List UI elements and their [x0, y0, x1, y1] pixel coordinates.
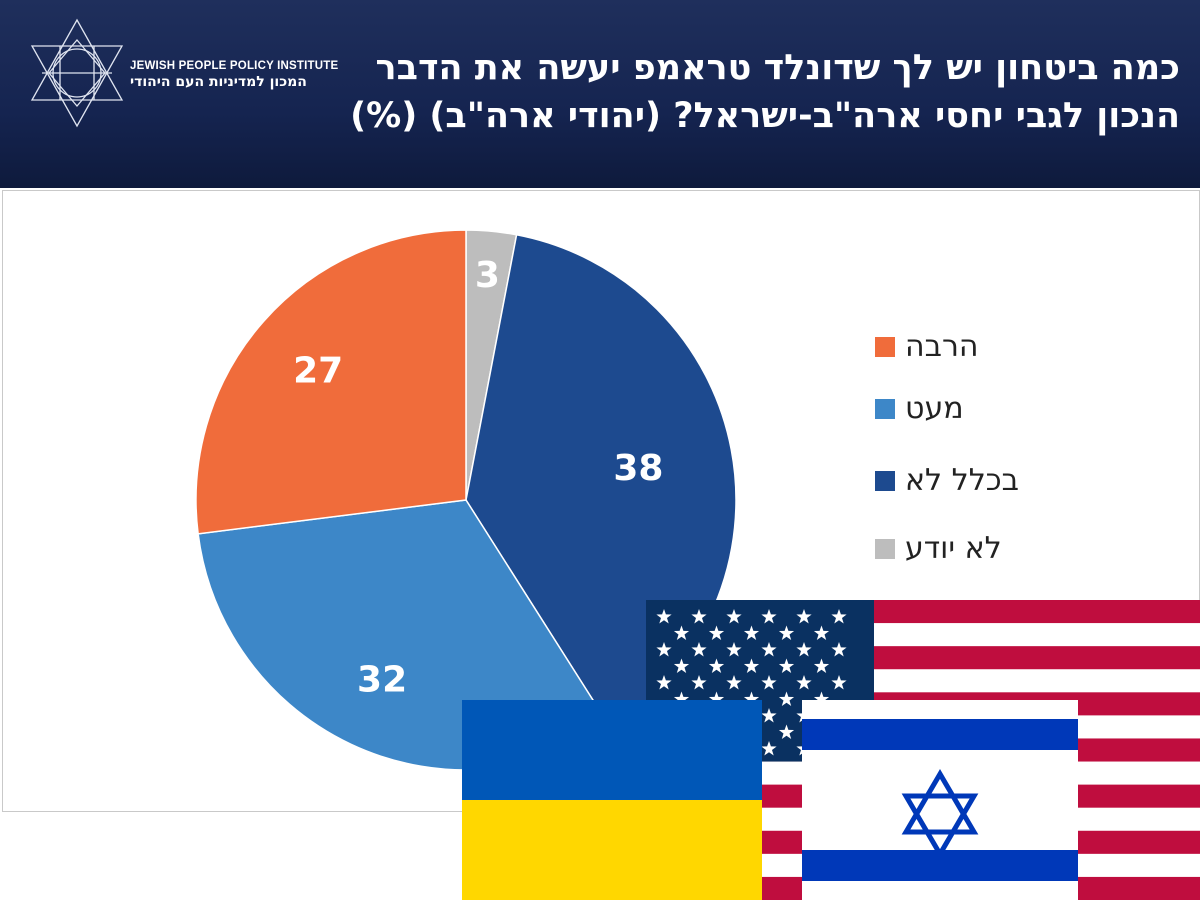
legend-item: הרבה: [875, 329, 978, 364]
pie-slice-3: [195, 229, 467, 535]
legend-swatch: [875, 398, 895, 419]
israel-flag: [802, 700, 1078, 900]
logo-english-text: JEWISH PEOPLE POLICY INSTITUTE: [130, 60, 339, 72]
ukraine-flag: [462, 700, 762, 900]
header: JEWISH PEOPLE POLICY INSTITUTE המכון למד…: [0, 0, 1200, 188]
legend-label: מעט: [905, 391, 964, 426]
legend-label: בכלל לא: [905, 463, 1019, 498]
jppi-star-logo-icon: [30, 18, 124, 128]
legend-label: הרבה: [905, 329, 979, 364]
data-label-0: 3: [475, 255, 500, 296]
legend-swatch: [875, 538, 895, 559]
legend-item: מעט: [875, 391, 964, 426]
legend-item: לא יודע: [875, 531, 1002, 566]
data-label-2: 32: [357, 659, 407, 700]
title-line-1: כמה ביטחון יש לך שדונלד טראמפ יעשה את הד…: [375, 48, 1180, 88]
legend-swatch: [875, 336, 895, 357]
star-of-david-icon: [901, 769, 979, 859]
data-label-1: 38: [613, 448, 663, 489]
logo-hebrew-text: המכון למדיניות העם היהודי: [130, 74, 307, 90]
legend-swatch: [875, 470, 895, 491]
legend-label: לא יודע: [905, 531, 1002, 566]
legend-item: בכלל לא: [875, 463, 1019, 498]
data-label-3: 27: [293, 351, 343, 392]
title-line-2: הנכון לגבי יחסי ארה"ב-ישראל? (יהודי ארה"…: [350, 96, 1180, 136]
chart-title: כמה ביטחון יש לך שדונלד טראמפ יעשה את הד…: [330, 44, 1180, 140]
